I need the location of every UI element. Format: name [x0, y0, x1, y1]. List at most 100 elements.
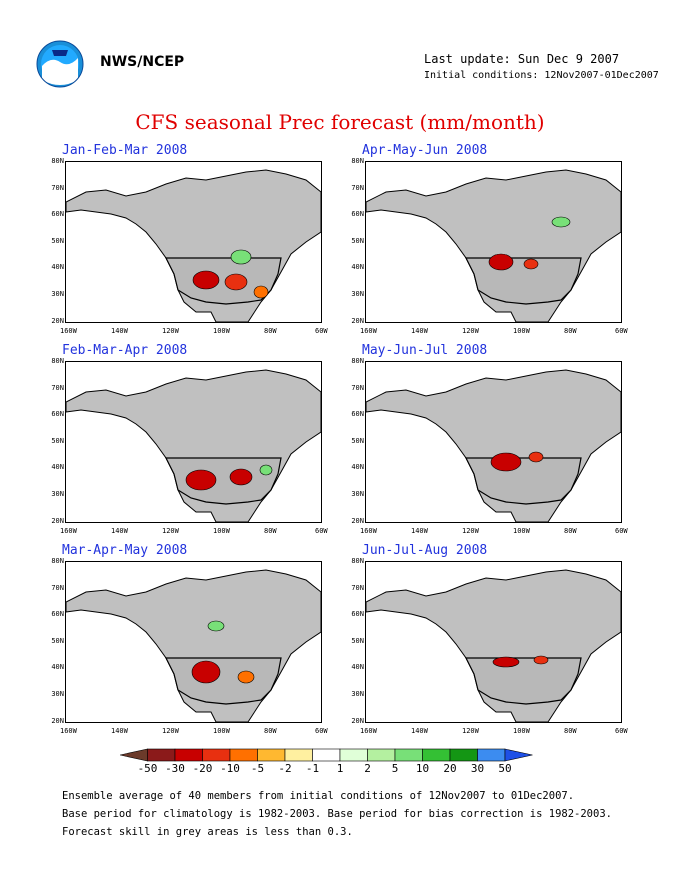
lat-tick-label: 40N: [51, 263, 64, 272]
lon-tick-label: 60W: [315, 327, 328, 335]
forecast-map: [65, 361, 322, 523]
forecast-map: [365, 561, 622, 723]
lon-tick-label: 120W: [462, 327, 479, 335]
lat-tick-label: 60N: [351, 610, 364, 619]
forecast-panel: Jun-Jul-Aug 2008 80N 70N 60N 50N 40N 30N 20N 16…: [351, 543, 660, 743]
lon-tick-label: 160W: [60, 327, 77, 335]
noaa-logo-icon: [36, 40, 84, 88]
lat-tick-label: 20N: [351, 516, 364, 525]
lat-tick-label: 30N: [51, 290, 64, 298]
lon-tick-label: 140W: [111, 527, 128, 535]
colorbar-swatch: [202, 748, 231, 762]
lon-tick-label: 160W: [360, 527, 377, 535]
colorbar-label: 30: [470, 762, 485, 775]
lon-tick-label: 60W: [315, 727, 328, 735]
last-update: Last update: Sun Dec 9 2007: [424, 52, 620, 66]
colorbar-swatch: [449, 748, 478, 762]
colorbar-swatch: [312, 748, 341, 762]
lat-tick-label: 30N: [51, 490, 64, 498]
colorbar-label: -30: [165, 762, 185, 775]
lon-tick-label: 140W: [111, 327, 128, 335]
lat-tick-label: 40N: [351, 263, 364, 272]
lat-tick-label: 30N: [51, 690, 64, 698]
lat-tick-label: 30N: [351, 690, 364, 698]
lon-tick-label: 80W: [264, 727, 277, 735]
lat-tick-label: 40N: [351, 663, 364, 672]
lat-tick-label: 20N: [351, 716, 364, 725]
lon-tick-label: 100W: [213, 527, 230, 535]
forecast-panel: Mar-Apr-May 2008 80N 70N 60N 50N 40N 30N 20N 16…: [51, 543, 360, 743]
colorbar-swatch: [147, 748, 176, 762]
colorbar-label: 2: [364, 762, 371, 775]
lon-tick-label: 100W: [513, 727, 530, 735]
lat-tick-label: 20N: [51, 716, 64, 725]
colorbar-label: 20: [443, 762, 457, 775]
lon-tick-label: 60W: [615, 527, 628, 535]
lat-tick-label: 40N: [351, 463, 364, 472]
lon-tick-label: 140W: [411, 727, 428, 735]
colorbar-label: -10: [220, 762, 240, 775]
lon-tick-label: 80W: [264, 527, 277, 535]
lon-tick-label: 100W: [513, 327, 530, 335]
colorbar-label: 1: [336, 762, 344, 775]
forecast-panel: Apr-May-Jun 2008 80N 70N 60N 50N 40N 30N 20N 16…: [351, 143, 660, 343]
panel-title: Jan-Feb-Mar 2008: [62, 143, 188, 158]
lat-tick-label: 50N: [351, 636, 364, 645]
colorbar-swatch: [174, 748, 203, 762]
lat-tick-label: 50N: [51, 236, 64, 245]
forecast-map: [365, 161, 622, 323]
panel-title: Mar-Apr-May 2008: [62, 543, 188, 558]
lat-tick-label: 20N: [351, 316, 364, 325]
colorbar-label: -5: [250, 762, 265, 775]
lat-tick-label: 40N: [51, 663, 64, 672]
note-skill: Forecast skill in grey areas is less tha…: [62, 826, 353, 838]
colorbar-label: -1: [305, 762, 320, 775]
lat-tick-label: 70N: [51, 183, 64, 192]
lon-tick-label: 120W: [162, 527, 179, 535]
lon-tick-label: 140W: [111, 727, 128, 735]
colorbar-swatch: [120, 748, 148, 762]
lat-tick-label: 80N: [51, 357, 64, 365]
lat-tick-label: 60N: [51, 410, 64, 419]
lat-tick-label: 40N: [51, 463, 64, 472]
lon-tick-label: 120W: [162, 327, 179, 335]
lat-tick-label: 30N: [351, 290, 364, 298]
lat-tick-label: 80N: [51, 557, 64, 565]
colorbar-swatch: [367, 748, 396, 762]
colorbar-label: -50: [137, 762, 158, 775]
lat-tick-label: 80N: [351, 357, 364, 365]
lon-tick-label: 80W: [564, 527, 577, 535]
lat-tick-label: 20N: [51, 316, 64, 325]
lat-tick-label: 80N: [351, 157, 364, 165]
forecast-panel: Feb-Mar-Apr 2008 80N 70N 60N 50N 40N 30N 20N 16…: [51, 343, 360, 543]
lon-tick-label: 60W: [615, 327, 628, 335]
lon-tick-label: 160W: [360, 327, 377, 335]
lon-tick-label: 80W: [564, 327, 577, 335]
lon-tick-label: 140W: [411, 327, 428, 335]
lon-tick-label: 160W: [360, 727, 377, 735]
lat-tick-label: 70N: [351, 383, 364, 392]
panel-title: Apr-May-Jun 2008: [362, 143, 488, 158]
lat-tick-label: 50N: [51, 436, 64, 445]
colorbar-label: 10: [415, 762, 430, 775]
forecast-map: [65, 161, 322, 323]
lat-tick-label: 70N: [51, 583, 64, 592]
panel-title: May-Jun-Jul 2008: [362, 343, 488, 358]
colorbar-swatch: [394, 748, 423, 762]
lat-tick-label: 60N: [51, 610, 64, 619]
forecast-panel: May-Jun-Jul 2008 80N 70N 60N 50N 40N 30N 20N 16…: [351, 343, 660, 543]
forecast-panel: Jan-Feb-Mar 2008 80N 70N 60N 50N 40N 30N 20N 16…: [51, 143, 360, 343]
panel-title: Feb-Mar-Apr 2008: [62, 343, 188, 358]
note-ensemble: Ensemble average of 40 members from init…: [62, 790, 575, 802]
lon-tick-label: 100W: [513, 527, 530, 535]
lat-tick-label: 50N: [351, 236, 364, 245]
lat-tick-label: 60N: [51, 210, 64, 219]
lat-tick-label: 70N: [351, 183, 364, 192]
initial-conditions: Initial conditions: 12Nov2007-01Dec2007: [424, 70, 659, 81]
colorbar-swatch: [257, 748, 286, 762]
forecast-map: [365, 361, 622, 523]
lat-tick-label: 70N: [51, 383, 64, 392]
colorbar-label: 5: [391, 762, 399, 775]
lat-tick-label: 50N: [351, 436, 364, 445]
lon-tick-label: 80W: [264, 327, 277, 335]
